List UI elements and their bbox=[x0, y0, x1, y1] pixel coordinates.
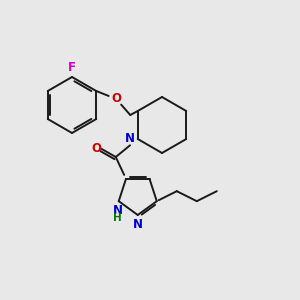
Text: N: N bbox=[125, 131, 135, 145]
Text: H: H bbox=[113, 213, 122, 223]
Text: O: O bbox=[111, 92, 121, 106]
Text: N: N bbox=[113, 204, 123, 217]
Text: N: N bbox=[133, 218, 143, 231]
Text: O: O bbox=[92, 142, 102, 155]
Text: F: F bbox=[68, 61, 76, 74]
